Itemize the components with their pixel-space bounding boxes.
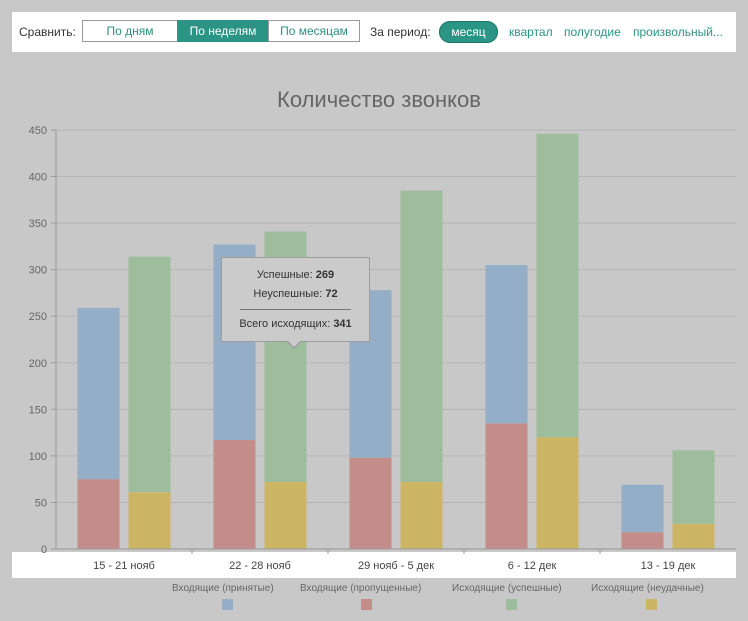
period-halfyear-link[interactable]: полугодие (564, 25, 621, 39)
legend-swatch-incoming-accepted[interactable] (222, 599, 233, 610)
bar-incoming-segment[interactable] (349, 457, 392, 549)
bar-outgoing-segment[interactable] (264, 481, 307, 549)
period-quarter-link[interactable]: квартал (509, 25, 553, 39)
y-tick-label: 350 (29, 218, 47, 230)
tooltip-fail-label: Неуспешные: (253, 288, 323, 300)
bar-incoming-segment[interactable] (77, 479, 120, 549)
y-tick-label: 200 (29, 358, 47, 370)
bar-incoming-segment[interactable] (485, 265, 528, 424)
bar-outgoing-segment[interactable] (536, 437, 579, 549)
bar-outgoing-segment[interactable] (400, 481, 443, 549)
y-tick-label: 50 (35, 497, 47, 509)
bar-outgoing-segment[interactable] (672, 523, 715, 549)
x-tick-label: 15 - 21 нояб (93, 560, 155, 572)
y-tick-label: 150 (29, 404, 47, 416)
y-tick-label: 100 (29, 451, 47, 463)
tooltip: Успешные: 269 Неуспешные: 72 Всего исход… (221, 257, 370, 342)
period-label: За период: (370, 25, 431, 39)
tooltip-success-label: Успешные: (256, 269, 313, 281)
bars (77, 133, 715, 549)
bar-outgoing-segment[interactable] (536, 133, 579, 438)
y-tick-label: 300 (29, 265, 47, 277)
x-axis: 15 - 21 нояб 22 - 28 нояб 29 нояб - 5 дек 6… (56, 548, 736, 572)
filter-toolbar: Сравнить: По дням По неделям По месяцам … (12, 12, 736, 52)
bar-incoming-segment[interactable] (621, 484, 664, 533)
legend-label-outgoing-failed: Исходящие (неудачные) (591, 583, 704, 594)
tooltip-arrow-fill (287, 340, 301, 347)
period-month-button[interactable]: месяц (439, 21, 498, 43)
bar-incoming-segment[interactable] (621, 532, 664, 549)
tooltip-divider (240, 309, 351, 310)
bar-incoming-segment[interactable] (77, 307, 120, 480)
y-tick-label: 0 (41, 544, 47, 556)
period-custom-link[interactable]: произвольный... (633, 25, 723, 39)
x-tick-label: 29 нояб - 5 дек (358, 560, 434, 572)
legend-swatch-incoming-missed[interactable] (361, 599, 372, 610)
compare-label: Сравнить: (19, 25, 76, 39)
tooltip-success-value: 269 (315, 269, 335, 281)
tooltip-total-value: 341 (333, 318, 352, 330)
legend-label-incoming-accepted: Входящие (принятые) (172, 583, 274, 594)
legend-swatch-outgoing-failed[interactable] (646, 599, 657, 610)
chart-title: Количество звонков (277, 87, 481, 112)
segment-by-months[interactable]: По месяцам (268, 20, 360, 42)
tooltip-fail-value: 72 (325, 288, 338, 300)
bar-outgoing-segment[interactable] (400, 190, 443, 482)
bar-incoming-segment[interactable] (485, 423, 528, 549)
y-tick-label: 400 (29, 172, 47, 184)
bar-outgoing-segment[interactable] (672, 450, 715, 524)
x-tick-label: 22 - 28 нояб (229, 560, 291, 572)
tooltip-total-label: Всего исходящих: (239, 318, 331, 330)
bar-outgoing-segment[interactable] (128, 492, 171, 549)
bar-outgoing-segment[interactable] (128, 256, 171, 493)
x-tick-label: 13 - 19 дек (641, 560, 696, 572)
y-tick-label: 450 (29, 125, 47, 137)
segment-by-weeks[interactable]: По неделям (177, 20, 269, 42)
legend-label-incoming-missed: Входящие (пропущенные) (300, 583, 422, 594)
y-axis: 0 50 100 150 200 250 300 350 400 450 (29, 125, 57, 556)
x-axis-band (12, 552, 736, 578)
x-tick-label: 6 - 12 дек (508, 560, 557, 572)
legend-swatch-outgoing-success[interactable] (506, 599, 517, 610)
segment-by-days[interactable]: По дням (82, 20, 178, 42)
legend-label-outgoing-success: Исходящие (успешные) (452, 583, 562, 594)
y-tick-label: 250 (29, 311, 47, 323)
bar-incoming-segment[interactable] (213, 440, 256, 549)
